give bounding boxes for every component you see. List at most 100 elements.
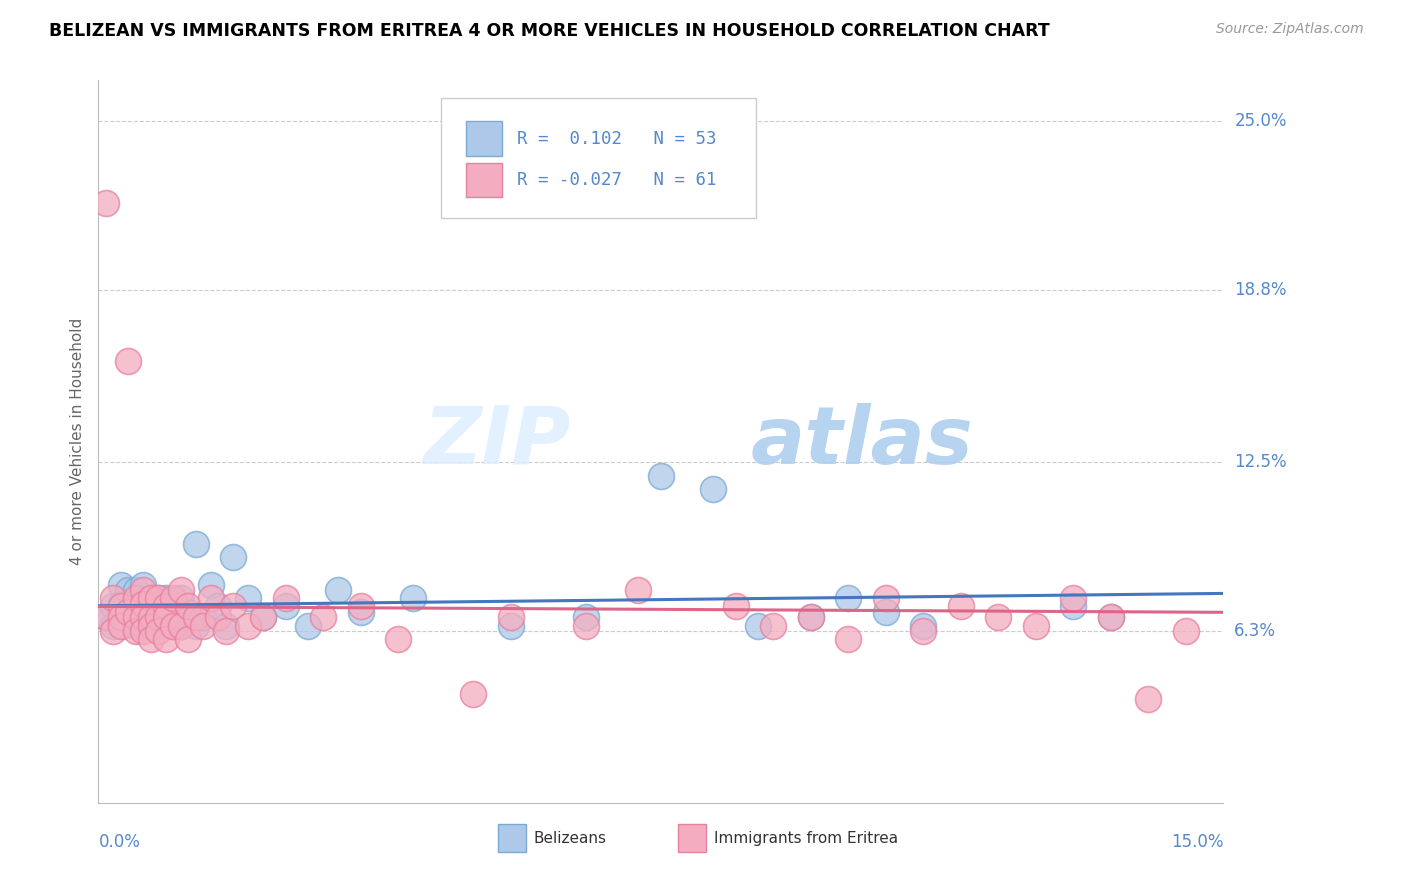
Point (170, 618, 193, 632)
Point (125, 610, 148, 624)
Point (103, 618, 125, 632)
Text: 0.0%: 0.0% (98, 833, 141, 851)
Point (200, 577, 222, 591)
Text: 12.5%: 12.5% (1234, 453, 1286, 471)
Point (184, 537, 207, 551)
Point (1174, 624, 1197, 638)
Point (110, 599, 132, 614)
Point (912, 618, 935, 632)
Text: ZIP: ZIP (423, 402, 571, 481)
Point (132, 624, 155, 638)
Point (312, 610, 335, 624)
Point (1062, 591, 1084, 606)
Point (800, 610, 823, 624)
Point (1025, 618, 1047, 632)
Point (132, 577, 155, 591)
Point (184, 610, 207, 624)
Point (155, 591, 177, 606)
Point (148, 618, 170, 632)
Text: Source: ZipAtlas.com: Source: ZipAtlas.com (1216, 22, 1364, 37)
Point (125, 610, 148, 624)
Point (139, 632, 162, 647)
Point (155, 610, 177, 624)
Point (170, 583, 193, 598)
Point (875, 591, 897, 606)
Point (463, 687, 485, 701)
FancyBboxPatch shape (678, 824, 706, 852)
Point (125, 624, 148, 638)
Point (117, 605, 139, 619)
Point (912, 624, 935, 638)
Point (148, 591, 170, 606)
Point (117, 354, 139, 368)
Point (252, 610, 274, 624)
Text: R =  0.102   N = 53: R = 0.102 N = 53 (517, 130, 716, 148)
Text: BELIZEAN VS IMMIGRANTS FROM ERITREA 4 OR MORE VEHICLES IN HOUSEHOLD CORRELATION : BELIZEAN VS IMMIGRANTS FROM ERITREA 4 OR… (49, 22, 1050, 40)
Point (215, 618, 238, 632)
Point (837, 632, 859, 647)
FancyBboxPatch shape (467, 162, 502, 197)
Point (139, 599, 162, 614)
Point (350, 599, 373, 614)
Point (139, 591, 162, 606)
Point (1099, 610, 1122, 624)
Point (125, 583, 148, 598)
Point (627, 583, 650, 598)
Point (125, 591, 148, 606)
Point (328, 583, 350, 598)
Point (132, 583, 155, 598)
Point (215, 624, 238, 638)
Point (103, 599, 125, 614)
Point (110, 577, 132, 591)
Point (949, 599, 972, 614)
Point (148, 605, 170, 619)
Point (170, 591, 193, 606)
Y-axis label: 4 or more Vehicles in Household: 4 or more Vehicles in Household (69, 318, 84, 566)
Text: Immigrants from Eritrea: Immigrants from Eritrea (714, 830, 898, 846)
Point (387, 632, 409, 647)
Point (148, 610, 170, 624)
Point (125, 618, 148, 632)
Point (499, 618, 522, 632)
Point (499, 610, 522, 624)
Point (132, 597, 155, 611)
Point (110, 610, 132, 624)
Point (94, 196, 117, 211)
Point (200, 591, 222, 606)
Point (297, 618, 319, 632)
Point (193, 610, 215, 624)
Point (1137, 692, 1160, 706)
Point (139, 618, 162, 632)
Point (155, 599, 177, 614)
Point (110, 618, 132, 632)
Point (170, 618, 193, 632)
Point (274, 591, 297, 606)
Text: 25.0%: 25.0% (1234, 112, 1286, 130)
Point (103, 591, 125, 606)
Text: 18.8%: 18.8% (1234, 281, 1286, 299)
Point (139, 591, 162, 606)
Point (724, 599, 747, 614)
Point (132, 610, 155, 624)
Point (103, 624, 125, 638)
Point (274, 599, 297, 614)
Point (1099, 610, 1122, 624)
Point (139, 610, 162, 624)
Point (148, 624, 170, 638)
Point (800, 610, 823, 624)
Point (222, 550, 245, 565)
Point (162, 618, 184, 632)
Point (184, 618, 207, 632)
Point (1062, 599, 1084, 614)
Point (402, 591, 425, 606)
Point (350, 605, 373, 619)
Point (162, 618, 184, 632)
Text: R = -0.027   N = 61: R = -0.027 N = 61 (517, 171, 716, 189)
Point (110, 597, 132, 611)
Text: atlas: atlas (751, 402, 973, 481)
Point (702, 482, 724, 496)
Point (193, 618, 215, 632)
Point (177, 605, 200, 619)
Point (117, 605, 139, 619)
Text: 6.3%: 6.3% (1234, 622, 1277, 640)
